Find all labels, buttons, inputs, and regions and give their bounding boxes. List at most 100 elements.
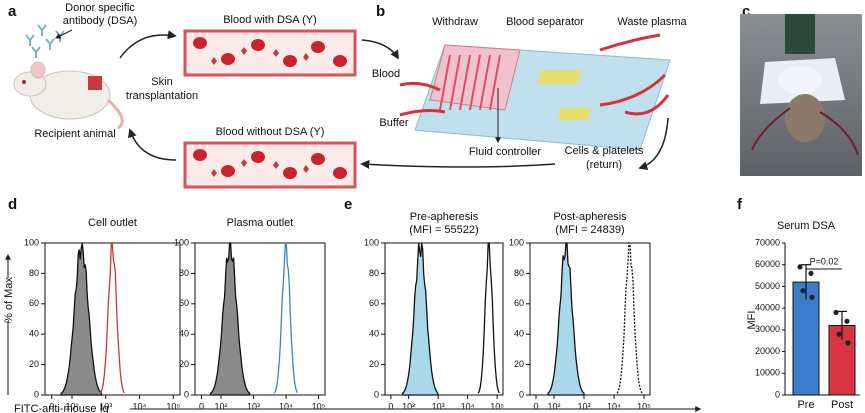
vessel-label: Blood with DSA (Y) [223, 14, 317, 26]
histogram-curve [547, 242, 585, 396]
y-tick-label: 20 [369, 359, 379, 369]
red-blood-cell [333, 167, 347, 179]
skin-label: transplantation [126, 90, 198, 102]
y-tick-label: 20000 [755, 346, 780, 356]
y-tick-label: 80 [514, 268, 524, 278]
return-arrow [638, 117, 669, 171]
y-tick-label: 0 [519, 389, 524, 399]
y-tick-label: 60 [179, 298, 189, 308]
y-tick-label: 100 [24, 237, 39, 247]
y-tick-label: 40 [369, 329, 379, 339]
platelet [211, 57, 217, 65]
x-tick-label: 0 [388, 401, 393, 411]
y-tick-label: 0 [374, 389, 379, 399]
panel-letter: b [376, 3, 385, 20]
red-blood-cell [193, 37, 207, 49]
x-tick-label: 0 [199, 401, 204, 411]
plot-frame [529, 242, 651, 396]
tubing [624, 94, 670, 116]
y-tick-label: 100 [509, 237, 524, 247]
y-tick-label: 0 [775, 389, 780, 399]
y-tick-label: 70000 [755, 237, 780, 247]
panel-letter: a [8, 3, 17, 20]
platelet [273, 161, 279, 169]
x-axis-label: FITC-anti-mouse Ig [14, 403, 109, 413]
annotation: P=0.02 [810, 256, 839, 266]
vessel [183, 141, 357, 189]
cycle-arrow [128, 128, 177, 161]
histogram-curve [402, 242, 439, 396]
donor-label: antibody (DSA) [63, 15, 138, 27]
histogram-curve [99, 241, 125, 394]
platelet [303, 53, 309, 61]
red-blood-cell [311, 153, 325, 165]
chip-filter [557, 108, 592, 120]
red-blood-cell [221, 53, 235, 65]
y-tick-label: 60000 [755, 259, 780, 269]
x-tick-label: 10² [65, 401, 78, 411]
chip-label: Waste plasma [617, 16, 687, 28]
x-tick-label: 10⁵ [312, 401, 326, 411]
chip-label: Cells & platelets [565, 145, 644, 157]
red-blood-cell [311, 41, 325, 53]
y-tick-label: 100 [174, 237, 189, 247]
x-tick-label: 10² [214, 401, 227, 411]
data-point [836, 331, 842, 337]
return-arrow [360, 159, 556, 169]
vessel [183, 29, 357, 77]
panel-letter: e [344, 196, 352, 213]
data-point [808, 270, 814, 276]
tubing [399, 109, 446, 117]
plot-frame [384, 242, 504, 396]
x-tick-label: 10⁴ [279, 401, 293, 411]
photo-tube [751, 107, 859, 156]
red-blood-cell [251, 39, 265, 51]
x-tick-label: 10⁴ [607, 401, 621, 411]
y-tick-label: 40 [29, 329, 39, 339]
histogram-title: Post-apheresis [553, 211, 627, 223]
data-point [809, 294, 815, 300]
y-tick-label: 80 [29, 268, 39, 278]
skin-label: Skin [151, 76, 172, 88]
x-tick-label: 10⁴ [133, 401, 147, 411]
data-point [797, 264, 803, 270]
chip-channel [439, 54, 451, 111]
y-tick-label: 20 [179, 359, 189, 369]
histogram-title: Cell outlet [88, 217, 137, 229]
x-tick-label: 10² [402, 401, 415, 411]
cycle-arrow [119, 30, 177, 59]
plot-frame [44, 242, 181, 396]
chip-filter [537, 70, 582, 84]
chip-channel [479, 54, 491, 111]
tubing [599, 73, 667, 107]
data-point [800, 288, 806, 294]
skin-graft [88, 76, 102, 90]
x-tick-label: 10⁴ [461, 401, 475, 411]
chip-channel [489, 54, 501, 111]
recipient-label: Recipient animal [34, 128, 115, 140]
donor-label: Donor specific [65, 2, 135, 14]
photo-bottle [785, 14, 815, 54]
pointer-arrow [54, 29, 73, 39]
histogram-subtitle: (MFI = 24839) [555, 224, 624, 236]
x-tick-label: 10³ [577, 401, 590, 411]
y-tick-label: 10000 [755, 368, 780, 378]
red-blood-cell [193, 149, 207, 161]
chip-channel [449, 54, 461, 111]
y-axis-label: % of Max [3, 277, 15, 323]
red-blood-cell [333, 55, 347, 67]
y-tick-label: 80 [369, 268, 379, 278]
chip-label: (return) [586, 159, 622, 171]
photo-light [778, 66, 822, 94]
histogram-curve [477, 242, 500, 394]
data-point [844, 318, 850, 324]
y-tick-label: 0 [34, 389, 39, 399]
x-tick-label: 10⁵ [490, 401, 504, 411]
y-tick-label: 40 [179, 329, 189, 339]
histogram-curve [209, 242, 251, 396]
x-tick-label: 10² [547, 401, 560, 411]
y-tick-label: 80 [179, 268, 189, 278]
photo-mouse [785, 94, 825, 142]
